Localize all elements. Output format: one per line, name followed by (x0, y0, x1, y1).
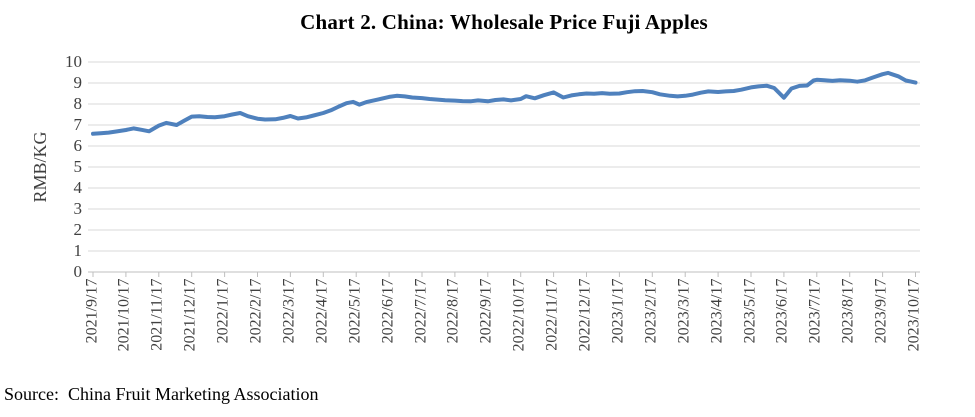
x-tick-label: 2023/2/17 (642, 278, 660, 343)
y-tick-label: 9 (73, 73, 83, 92)
x-tick-label: 2022/1/17 (214, 278, 232, 343)
y-tick-label: 5 (73, 157, 83, 176)
x-tick-label: 2022/2/17 (247, 278, 265, 343)
x-tick-label: 2022/4/17 (313, 278, 331, 343)
y-tick-label: 6 (73, 136, 83, 155)
x-tick-label: 2022/7/17 (412, 278, 429, 343)
x-tick-label: 2022/10/17 (510, 278, 528, 351)
price-line (91, 70, 918, 136)
x-tick-label: 2023/8/17 (839, 278, 857, 343)
x-tick-label: 2022/6/17 (379, 278, 397, 343)
x-tick-label: 2022/5/17 (346, 278, 364, 343)
y-tick-label: 7 (73, 115, 83, 134)
y-tick-label: 0 (73, 262, 83, 281)
x-tick-label: 2021/10/17 (115, 278, 133, 351)
x-tick-label: 2022/3/17 (280, 278, 298, 343)
x-tick-label: 2021/12/17 (181, 278, 199, 351)
y-tick-label: 10 (65, 52, 82, 71)
x-tick-label: 2023/9/17 (872, 278, 890, 343)
y-tick-label: 2 (73, 220, 83, 239)
source-note: Source: China Fruit Marketing Associatio… (4, 384, 319, 404)
x-tick-label: 2023/5/17 (741, 278, 758, 343)
x-tick-label: 2022/11/17 (543, 278, 561, 351)
x-tick-label: 2023/6/17 (773, 278, 791, 343)
x-tick-label: 2022/8/17 (444, 278, 462, 343)
x-tick-label: 2021/9/17 (83, 278, 100, 343)
y-tick-label: 4 (73, 178, 83, 197)
y-tick-label: 1 (73, 241, 83, 260)
x-tick-label: 2023/1/17 (609, 278, 627, 343)
x-tick-label: 2023/7/17 (806, 278, 824, 343)
x-tick-label: 2023/10/17 (905, 278, 923, 351)
chart-title: Chart 2. China: Wholesale Price Fuji App… (300, 10, 708, 34)
x-tick-label: 2021/11/17 (148, 278, 166, 351)
x-tick-label: 2023/4/17 (708, 278, 726, 343)
x-tick-label: 2022/12/17 (576, 278, 594, 351)
x-tick-label: 2022/9/17 (477, 278, 495, 343)
y-tick-label: 8 (73, 94, 83, 113)
x-tick-label: 2023/3/17 (675, 278, 693, 343)
y-tick-label: 3 (73, 199, 83, 218)
